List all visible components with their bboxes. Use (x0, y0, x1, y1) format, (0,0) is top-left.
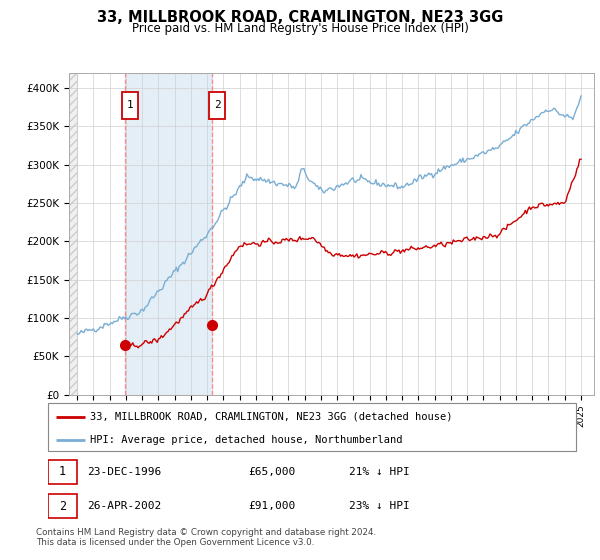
Text: 2: 2 (214, 100, 221, 110)
Bar (125, 73, 212, 395)
Text: Price paid vs. HM Land Registry's House Price Index (HPI): Price paid vs. HM Land Registry's House … (131, 22, 469, 35)
FancyBboxPatch shape (122, 92, 139, 119)
Text: HPI: Average price, detached house, Northumberland: HPI: Average price, detached house, Nort… (90, 435, 403, 445)
FancyBboxPatch shape (48, 460, 77, 484)
Bar (69, 73, 77, 395)
Text: 23-DEC-1996: 23-DEC-1996 (88, 466, 162, 477)
FancyBboxPatch shape (48, 403, 576, 451)
Text: Contains HM Land Registry data © Crown copyright and database right 2024.
This d: Contains HM Land Registry data © Crown c… (36, 528, 376, 547)
Text: £65,000: £65,000 (248, 466, 296, 477)
Text: 21% ↓ HPI: 21% ↓ HPI (349, 466, 410, 477)
Text: 1: 1 (127, 100, 134, 110)
Text: 23% ↓ HPI: 23% ↓ HPI (349, 501, 410, 511)
Bar (69, 73, 77, 395)
Text: 1: 1 (59, 465, 66, 478)
Text: 2: 2 (59, 500, 66, 512)
FancyBboxPatch shape (48, 494, 77, 518)
Text: 33, MILLBROOK ROAD, CRAMLINGTON, NE23 3GG: 33, MILLBROOK ROAD, CRAMLINGTON, NE23 3G… (97, 10, 503, 25)
Text: £91,000: £91,000 (248, 501, 296, 511)
FancyBboxPatch shape (209, 92, 226, 119)
Text: 33, MILLBROOK ROAD, CRAMLINGTON, NE23 3GG (detached house): 33, MILLBROOK ROAD, CRAMLINGTON, NE23 3G… (90, 412, 453, 422)
Text: 26-APR-2002: 26-APR-2002 (88, 501, 162, 511)
